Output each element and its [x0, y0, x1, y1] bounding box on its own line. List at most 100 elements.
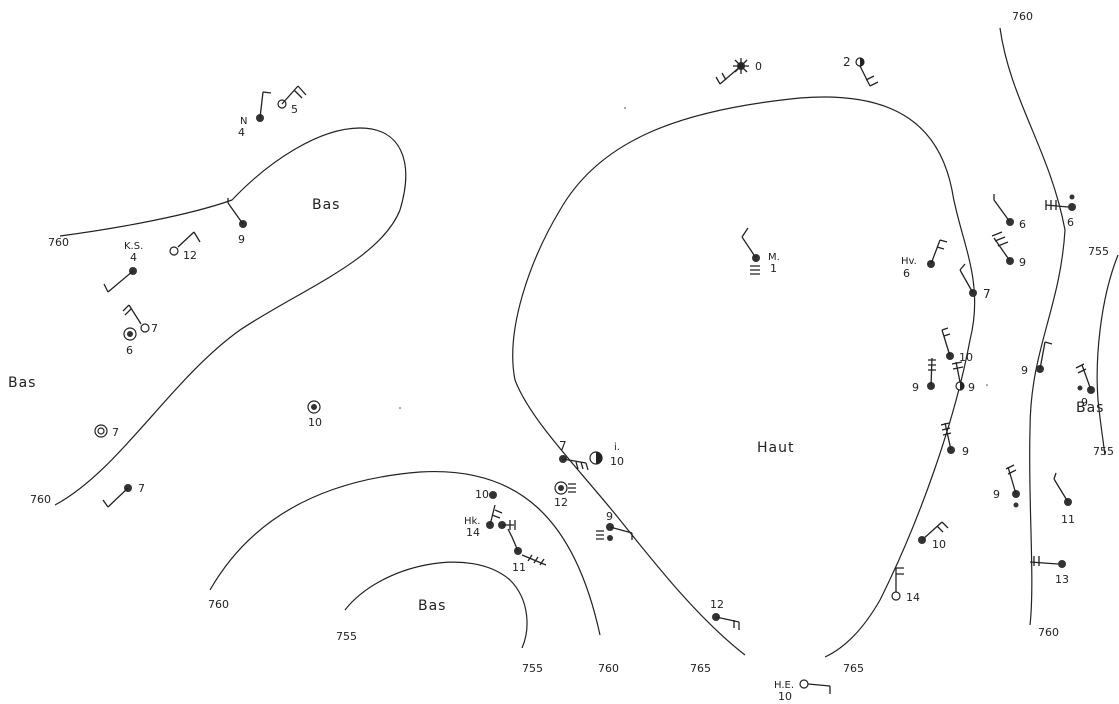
station-13-right: 13: [1029, 556, 1069, 586]
station-value: 4: [130, 251, 137, 264]
region-bas-top: Bas: [312, 197, 340, 213]
station-value: 12: [554, 496, 568, 509]
station-value: 14: [466, 526, 480, 539]
isobar-760-left-loop: [54, 127, 407, 506]
station-14-right: 14: [891, 567, 920, 604]
station-value: 9: [606, 510, 613, 523]
station-value: 7: [559, 439, 567, 453]
station-value: 11: [1061, 513, 1075, 526]
station-value: 4: [238, 126, 245, 139]
isobar-label-760-left-low: 760: [30, 493, 51, 506]
station-value: 10: [475, 488, 489, 501]
station-value: 10: [610, 455, 624, 468]
station-10-center: 10: [475, 488, 497, 501]
station-n: N 4: [238, 91, 272, 139]
station-9-right-c: 9: [951, 361, 975, 394]
isobar-label-765-b: 765: [843, 662, 864, 675]
station-10-left: 10: [307, 400, 322, 429]
station-ks: K.S. 4: [103, 241, 143, 293]
station-9-right-f: 9: [940, 422, 969, 458]
station-hv: Hv. 6: [901, 239, 948, 280]
station-m: M. 1: [741, 227, 780, 275]
isobar-760-right: [999, 27, 1066, 626]
station-value: 12: [183, 249, 197, 262]
station-name: Hv.: [901, 256, 917, 267]
isobar-760-bottom-left: [209, 470, 601, 636]
station-value: 6: [1067, 216, 1074, 229]
station-11-center: 11: [507, 528, 547, 574]
station-value: 9: [1021, 364, 1028, 377]
station-value: 7: [112, 426, 119, 439]
station-6-right-a: 6: [993, 194, 1026, 231]
region-bas-right: Bas: [1076, 400, 1104, 416]
station-9-right-e: 9: [1075, 363, 1095, 409]
station-value: 10: [959, 351, 973, 364]
isobar-label-760-bottom: 760: [208, 598, 229, 611]
station-7-right: 7: [959, 263, 991, 301]
station-value: 1: [770, 262, 777, 275]
station-value: 7: [983, 287, 991, 301]
station-name: i.: [614, 442, 620, 453]
isobar-755-right: [1096, 254, 1119, 456]
station-9-top: 9: [227, 198, 247, 246]
station-value: 9: [912, 381, 919, 394]
stray-mark: [399, 407, 401, 409]
station-i: i. 10: [589, 442, 624, 468]
station-9-right-a: 9: [991, 231, 1026, 269]
region-bas-left: Bas: [8, 375, 36, 391]
station-value: 7: [151, 322, 158, 335]
station-2: 2: [843, 55, 879, 87]
station-name: Hk.: [464, 516, 481, 527]
station-7-left: 7: [94, 424, 119, 439]
isobar-label-760-top: 760: [1012, 10, 1033, 23]
isobar-label-755-bottom-a: 755: [336, 630, 357, 643]
station-6-left: 7 6: [122, 304, 158, 357]
station-9-right-b: 9: [912, 357, 936, 394]
station-12-left: 12: [169, 231, 201, 262]
station-value: 10: [308, 416, 322, 429]
station-0: 0: [715, 58, 762, 85]
station-12-bottom: 12: [710, 598, 740, 630]
station-value: 5: [291, 103, 298, 116]
station-value: 6: [903, 267, 910, 280]
station-10-right: 10: [941, 327, 973, 364]
station-value: 10: [778, 690, 792, 703]
isobar-label-755-bottom-b: 755: [522, 662, 543, 675]
station-value: 9: [1019, 256, 1026, 269]
station-5: 5: [277, 85, 307, 116]
station-7-lower-left: 7: [102, 482, 145, 508]
isobar-label-755-right-bottom: 755: [1093, 445, 1114, 458]
isobar-765-haut: [512, 96, 976, 658]
isobar-label-765-a: 765: [690, 662, 711, 675]
stray-mark: [624, 107, 626, 109]
station-11-right: 11: [1053, 472, 1075, 526]
isobar-755-bottom: [344, 561, 528, 649]
isobar-label-760-left: 760: [48, 236, 69, 249]
station-value: 13: [1055, 573, 1069, 586]
station-value: 11: [512, 561, 526, 574]
station-10-right-low: 10: [918, 521, 949, 551]
station-value: 9: [238, 233, 245, 246]
station-value: 9: [993, 488, 1000, 501]
station-he: H.E. 10: [774, 679, 831, 703]
station-9-right-d: 9: [1021, 341, 1053, 377]
station-9-right-g: 9: [993, 464, 1020, 508]
station-value: 7: [138, 482, 145, 495]
station-7-center: 7: [559, 439, 589, 471]
stray-mark: [986, 384, 988, 386]
station-hk: Hk. 14: [464, 504, 516, 539]
station-value: 9: [962, 445, 969, 458]
station-value: 6: [126, 344, 133, 357]
station-name: M.: [768, 252, 780, 263]
station-9-center: 9: [596, 510, 633, 541]
station-value: 14: [906, 591, 920, 604]
station-value: 12: [710, 598, 724, 611]
region-bas-bottom: Bas: [418, 598, 446, 614]
isobar-label-760-right: 760: [1038, 626, 1059, 639]
isobar-label-755-right-top: 755: [1088, 245, 1109, 258]
station-value: 10: [932, 538, 946, 551]
station-value: 2: [843, 55, 851, 69]
station-6-right-b: 6: [1045, 194, 1076, 229]
station-value: 0: [755, 60, 762, 73]
